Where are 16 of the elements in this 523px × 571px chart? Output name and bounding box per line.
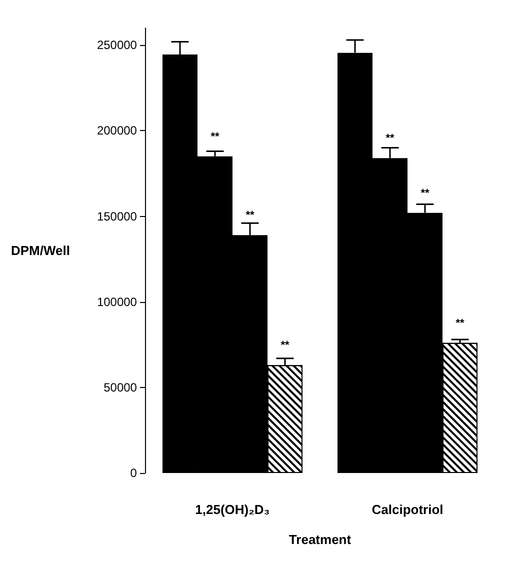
data-label: ** [386, 132, 395, 145]
y-tick-label: 50000 [104, 380, 138, 394]
data-label: ** [456, 317, 465, 330]
y-tick-label: 200000 [96, 124, 138, 138]
x-tick-label: Calcipotriol [372, 502, 444, 517]
data-label: ** [280, 340, 290, 352]
y-axis-title: DPM/Well [10, 243, 70, 258]
data-label: ** [420, 187, 430, 200]
y-tick-label: 150000 [96, 209, 138, 224]
y-tick-label: 250000 [96, 38, 138, 52]
data-label: ** [210, 130, 220, 143]
data-label: ** [246, 210, 255, 222]
x-axis-title: Treatment [288, 532, 352, 547]
y-tick-label: 0 [130, 466, 138, 480]
x-tick-label: 1,25(OH)₂D₃ [195, 502, 270, 517]
y-tick-label: 100000 [96, 294, 138, 309]
